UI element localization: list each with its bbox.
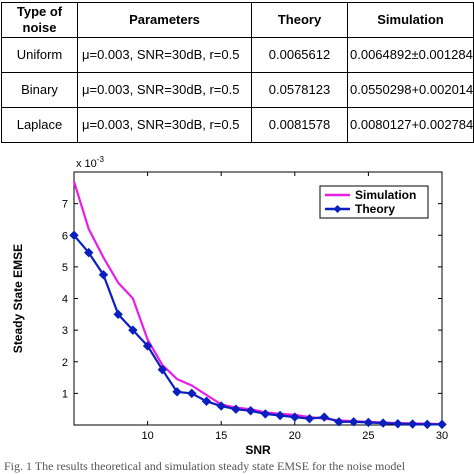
data-point-theory (201, 396, 212, 406)
data-point-theory (245, 406, 256, 416)
y-tick-label: 1 (62, 388, 68, 400)
parameters-cell: μ=0.003, SNR=30dB, r=0.5 (77, 37, 252, 73)
x-tick-label: 30 (436, 430, 448, 442)
data-point-theory (157, 364, 168, 375)
data-point-theory (113, 309, 123, 320)
data-point-theory (363, 417, 374, 428)
theory-cell: 0.0578123 (251, 72, 348, 108)
data-point-theory (231, 404, 241, 414)
header-type-of-noise: Type of noise (1, 2, 78, 38)
data-point-theory (142, 341, 153, 351)
noise-comparison-table: Type of noise Parameters Theory Simulati… (1, 2, 474, 143)
data-point-theory (260, 409, 271, 419)
x-tick-label: 15 (215, 430, 227, 442)
legend-box (319, 185, 429, 219)
data-point-theory (407, 419, 418, 429)
theory-cell: 0.0081578 (251, 107, 348, 143)
y-tick-label: 2 (62, 357, 68, 369)
data-point-theory (378, 418, 388, 428)
data-point-theory (290, 412, 300, 422)
y-tick-label: 6 (62, 230, 68, 242)
legend-marker-theory (333, 205, 342, 213)
y-tick-label: 4 (62, 294, 68, 306)
y-tick-label: 5 (62, 262, 68, 274)
legend-entry-simulation: Simulation (355, 188, 416, 202)
legend-entry-theory: Theory (355, 202, 395, 216)
y-axis-label: Steady State EMSE (11, 244, 25, 353)
table-row: Uniform μ=0.003, SNR=30dB, r=0.5 0.00656… (1, 37, 474, 73)
data-point-theory (304, 413, 315, 424)
data-point-theory (128, 325, 138, 335)
x-axis-label: SNR (245, 443, 271, 456)
data-point-theory (69, 230, 79, 240)
header-theory: Theory (251, 2, 348, 38)
y-multiplier-label: x 10-3 (76, 155, 104, 170)
data-point-theory (437, 419, 447, 430)
x-tick-label: 20 (289, 430, 301, 442)
noise-type-cell: Uniform (1, 37, 78, 73)
legend: Simulation Theory (319, 185, 429, 219)
theory-cell: 0.0065612 (251, 37, 348, 73)
table-row: Laplace μ=0.003, SNR=30dB, r=0.5 0.00815… (1, 107, 474, 143)
data-point-theory (334, 417, 344, 427)
data-point-theory (319, 412, 329, 422)
simulation-cell: 0.0550298+0.0020145 (347, 72, 474, 108)
data-point-theory (98, 270, 109, 280)
noise-type-cell: Laplace (1, 107, 78, 143)
data-point-theory (422, 419, 432, 430)
data-point-theory (348, 417, 359, 427)
y-tick-label: 3 (62, 325, 68, 337)
x-tick-label: 10 (141, 430, 153, 442)
data-point-theory (172, 387, 182, 397)
noise-type-cell: Binary (1, 72, 78, 108)
data-point-theory (216, 401, 226, 411)
data-point-theory (84, 247, 94, 258)
figure-caption: Fig. 1 The results theoretical and simul… (4, 459, 406, 473)
x-tick-label: 25 (362, 430, 374, 442)
data-point-theory (187, 388, 197, 399)
parameters-cell: μ=0.003, SNR=30dB, r=0.5 (77, 72, 252, 108)
emse-vs-snr-chart: 10 15 20 25 30 1 2 3 4 5 6 7 x 10-3 SNR Steady Stat… (11, 155, 448, 456)
table-row: Binary μ=0.003, SNR=30dB, r=0.5 0.057812… (1, 72, 474, 108)
data-point-theory (275, 410, 285, 421)
header-parameters: Parameters (77, 2, 252, 38)
simulation-cell: 0.0064892±0.0012845 (347, 37, 474, 73)
y-tick-label: 7 (62, 199, 68, 211)
data-point-theory (393, 419, 403, 429)
parameters-cell: μ=0.003, SNR=30dB, r=0.5 (77, 107, 252, 143)
simulation-cell: 0.0080127+0.0027845 (347, 107, 474, 143)
header-simulation: Simulation (347, 2, 474, 38)
table-header-row: Type of noise Parameters Theory Simulati… (1, 2, 474, 38)
